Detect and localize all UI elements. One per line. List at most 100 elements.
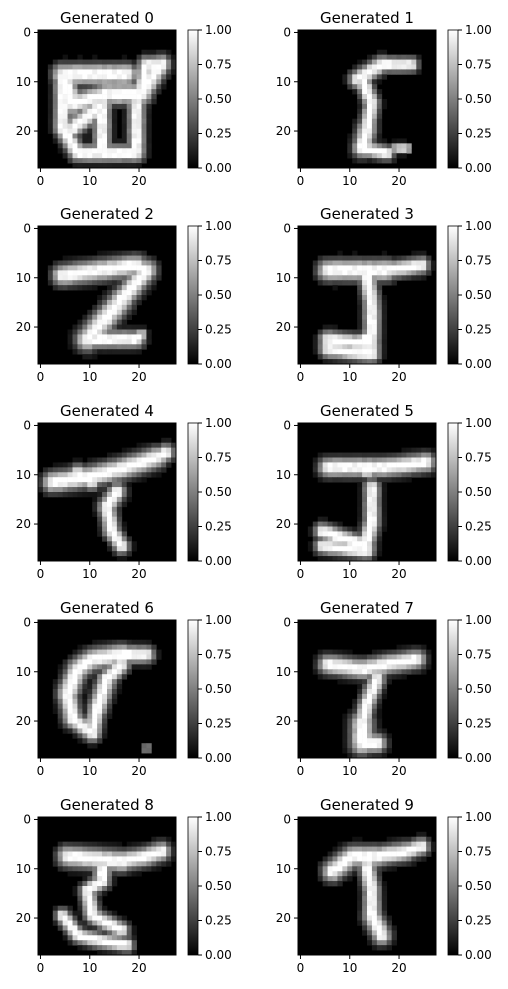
pixel (82, 935, 88, 941)
y-tick-label: 0 (283, 615, 291, 629)
pixel (411, 64, 417, 70)
pixel (421, 649, 427, 655)
pixel (327, 270, 333, 276)
pixel (367, 113, 373, 120)
pixel (126, 59, 132, 65)
pixel (77, 693, 83, 700)
pixel (332, 654, 338, 660)
pixel (141, 153, 147, 159)
pixel (357, 516, 363, 522)
pixel (121, 260, 128, 266)
pixel (337, 679, 343, 685)
pixel (92, 501, 98, 508)
pixel (77, 895, 83, 902)
pixel (107, 329, 113, 335)
pixel (131, 118, 137, 124)
pixel (102, 718, 108, 724)
pixel (77, 123, 83, 129)
pixel (362, 733, 368, 739)
pixel (352, 871, 358, 877)
pixel (102, 462, 108, 468)
pixel (381, 299, 388, 306)
pixel (386, 260, 392, 266)
pixel (146, 64, 152, 70)
pixel (57, 689, 63, 695)
pixel (121, 84, 128, 90)
pixel (102, 158, 108, 164)
pixel (102, 689, 108, 695)
pixel (77, 861, 83, 867)
pixel (312, 546, 319, 552)
pixel (111, 920, 118, 926)
colorbar-tick-label: 0.50 (465, 92, 492, 106)
pixel (141, 329, 147, 335)
x-tick-label: 10 (82, 961, 97, 975)
pixel (67, 344, 73, 350)
pixel (67, 255, 73, 261)
pixel (357, 556, 363, 562)
pixel (367, 659, 373, 665)
pixel (82, 846, 88, 852)
pixel (332, 354, 338, 360)
pixel (151, 54, 157, 60)
pixel (161, 841, 167, 847)
pixel (67, 723, 73, 729)
pixel (107, 123, 113, 129)
pixel (97, 871, 103, 877)
pixel (136, 344, 142, 350)
pixel (77, 153, 83, 159)
pixel (342, 280, 348, 286)
pixel (156, 462, 162, 468)
pixel (72, 285, 78, 291)
pixel (57, 669, 63, 675)
pixel (327, 462, 333, 468)
pixel (312, 462, 319, 468)
pixel (371, 138, 378, 144)
pixel (92, 945, 98, 951)
pixel (337, 359, 343, 365)
pixel (327, 280, 333, 286)
colorbar-tick-label: 0.75 (205, 451, 232, 465)
pixel (381, 275, 388, 281)
pixel (337, 339, 343, 345)
pixel (371, 108, 378, 115)
pixel (102, 290, 108, 296)
pixel (332, 339, 338, 345)
pixel (102, 148, 108, 154)
pixel (87, 280, 93, 286)
pixel (92, 492, 98, 498)
pixel (126, 487, 132, 493)
pixel (376, 123, 383, 129)
pixel (57, 280, 63, 286)
pixel (116, 492, 123, 498)
pixel (97, 718, 103, 724)
pixel (87, 94, 93, 100)
pixel (367, 728, 373, 734)
pixel (401, 644, 407, 650)
pixel (391, 153, 397, 159)
pixel (146, 94, 152, 100)
pixel (121, 664, 128, 670)
pixel (317, 255, 323, 261)
pixel (317, 260, 323, 266)
pixel (92, 718, 98, 724)
pixel (102, 153, 108, 159)
pixel (102, 511, 108, 517)
pixel (352, 89, 358, 95)
pixel (82, 158, 88, 164)
pixel (357, 299, 363, 306)
pixel (371, 521, 378, 527)
pixel (406, 664, 412, 670)
pixel (376, 309, 383, 316)
pixel (342, 659, 348, 665)
panel-8: Generated 800101020200.000.250.500.751.0… (16, 796, 232, 975)
pixel (362, 339, 368, 345)
colorbar-tick-label: 0.00 (465, 161, 492, 175)
pixel (396, 143, 402, 149)
pixel (367, 285, 373, 291)
pixel (126, 290, 132, 296)
pixel (352, 359, 358, 365)
pixel (136, 153, 142, 159)
pixel (367, 496, 373, 503)
pixel (381, 866, 388, 872)
